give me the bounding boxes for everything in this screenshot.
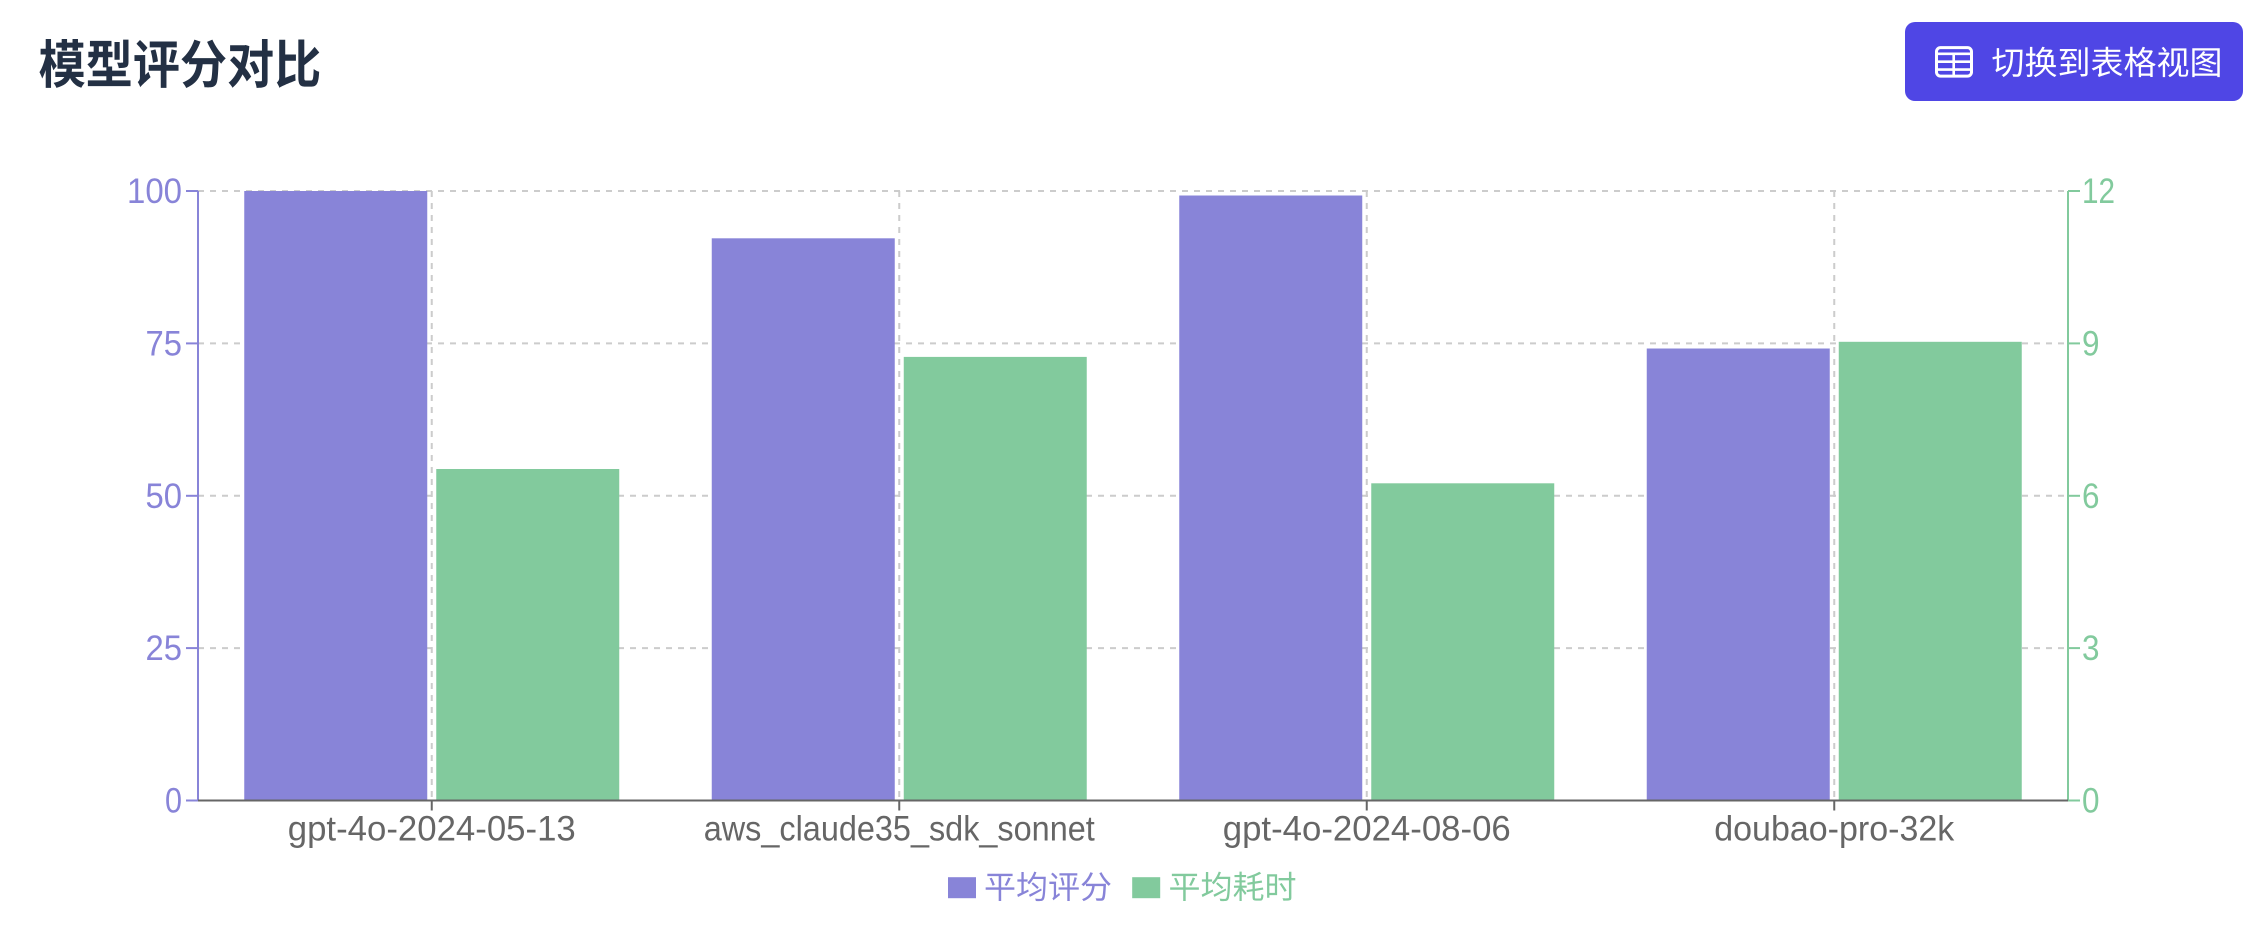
svg-text:100: 100	[127, 172, 182, 211]
svg-text:9: 9	[2082, 324, 2100, 363]
svg-text:12: 12	[2082, 172, 2115, 211]
svg-text:75: 75	[146, 324, 183, 363]
svg-text:50: 50	[146, 477, 183, 516]
svg-text:gpt-4o-2024-08-06: gpt-4o-2024-08-06	[1223, 810, 1511, 849]
svg-text:gpt-4o-2024-05-13: gpt-4o-2024-05-13	[288, 810, 576, 849]
svg-text:6: 6	[2082, 477, 2100, 516]
svg-text:doubao-pro-32k: doubao-pro-32k	[1714, 810, 1954, 849]
svg-text:aws_claude35_sdk_sonnet: aws_claude35_sdk_sonnet	[704, 810, 1095, 849]
svg-text:3: 3	[2082, 629, 2100, 668]
svg-text:0: 0	[2082, 782, 2100, 821]
svg-text:25: 25	[146, 629, 183, 668]
svg-text:0: 0	[165, 782, 182, 821]
